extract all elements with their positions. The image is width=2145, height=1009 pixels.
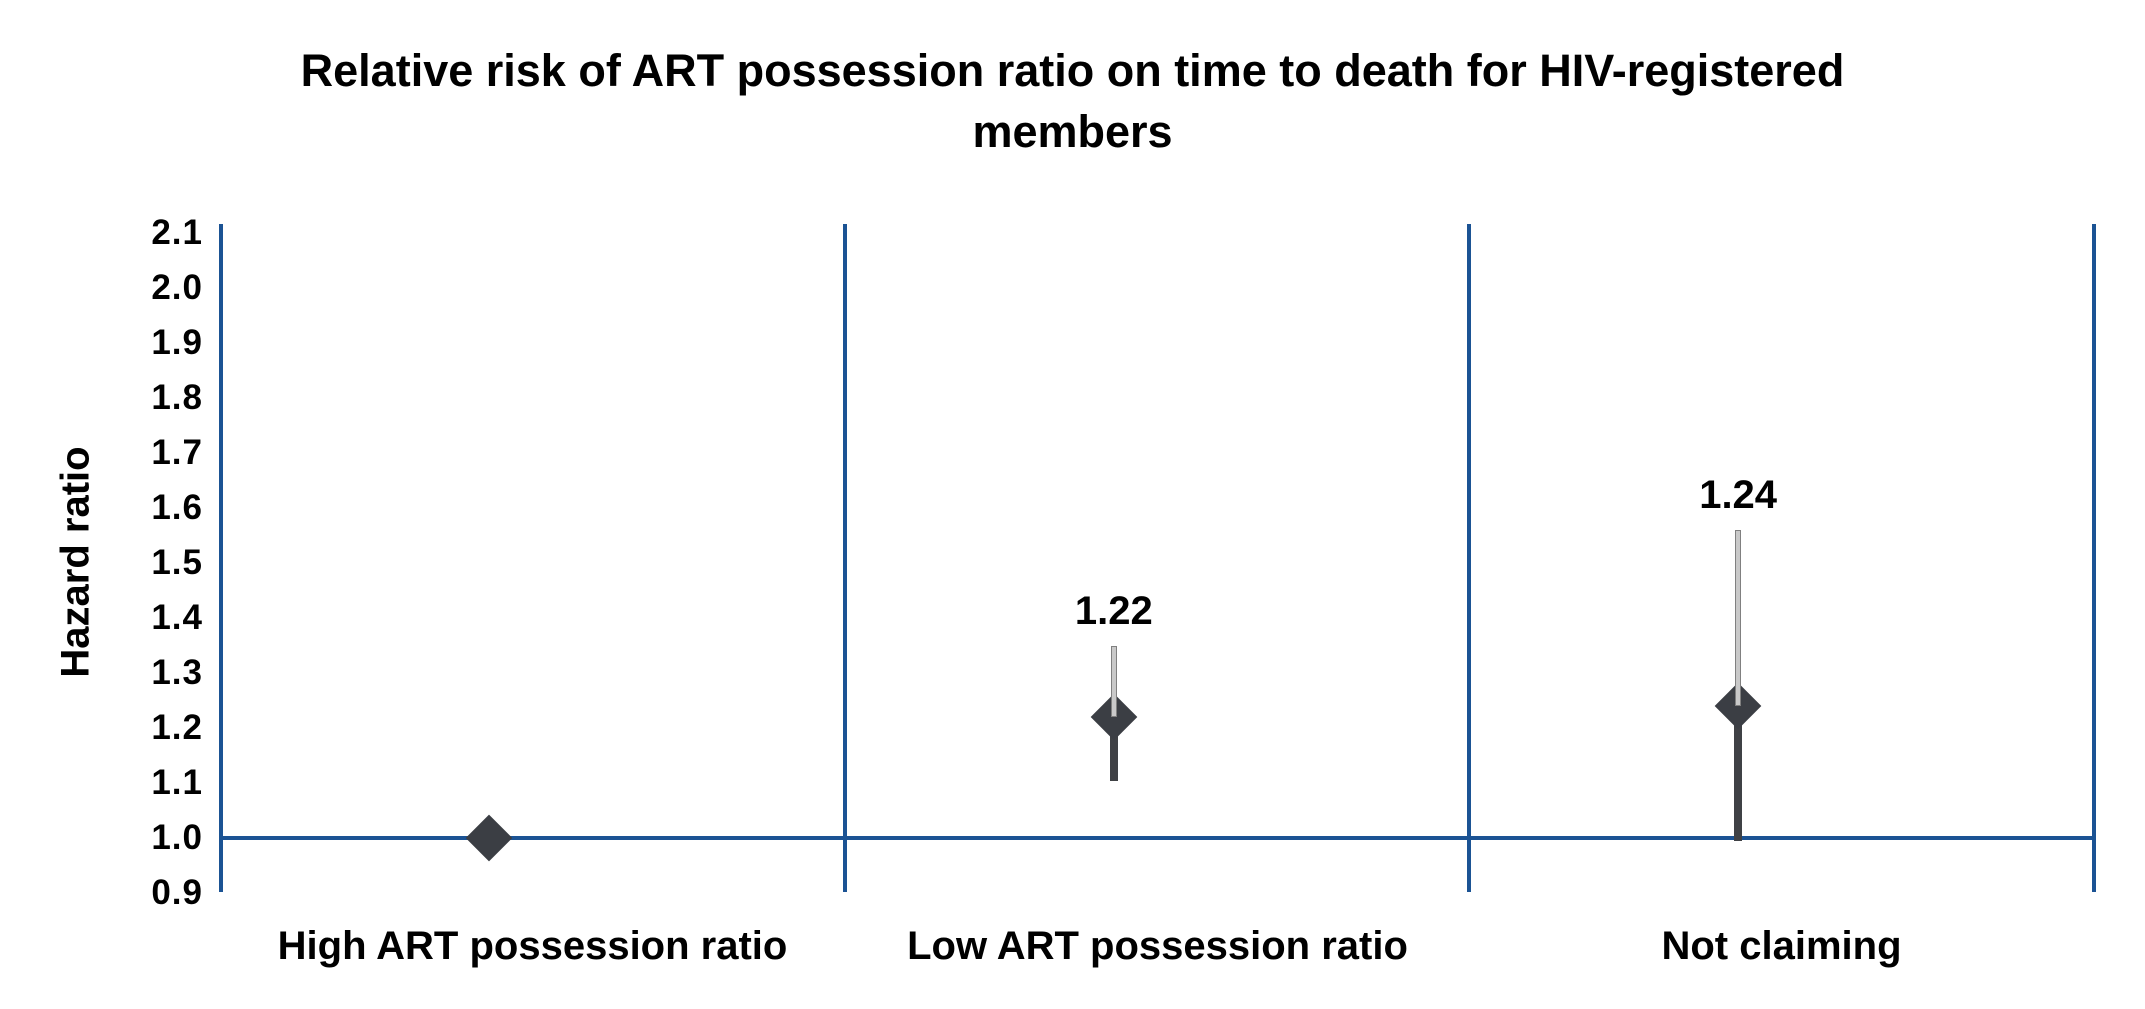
y-tick-label: 2.1 xyxy=(151,213,203,252)
panel-divider-1 xyxy=(843,224,847,892)
category-label-high-art: High ART possession ratio xyxy=(277,924,788,968)
y-tick-label: 1.1 xyxy=(151,763,203,802)
y-tick-label: 1.7 xyxy=(151,433,203,472)
y-tick-label: 0.9 xyxy=(151,873,203,912)
y-tick-label: 1.9 xyxy=(151,323,203,362)
y-tick-label: 1.4 xyxy=(151,598,203,637)
y-tick-label: 1.8 xyxy=(151,378,203,417)
y-axis-title: Hazard ratio xyxy=(53,446,98,678)
chart-title-line-1: Relative risk of ART possession ratio on… xyxy=(300,45,1845,96)
reference-line-1_0 xyxy=(221,836,2094,840)
ci-lower-whisker xyxy=(1109,717,1118,781)
ci-upper-whisker xyxy=(1735,530,1742,706)
category-label-low-art: Low ART possession ratio xyxy=(907,924,1408,968)
data-point-value-label: 1.24 xyxy=(1699,473,1778,517)
y-tick-label: 2.0 xyxy=(151,268,203,307)
data-point-diamond xyxy=(466,814,513,862)
chart-title-line-2: members xyxy=(972,106,1173,157)
ci-upper-whisker xyxy=(1110,645,1117,717)
data-point-value-label: 1.22 xyxy=(1074,588,1153,633)
y-tick-label: 1.3 xyxy=(151,653,203,692)
y-tick-label: 1.6 xyxy=(151,488,203,527)
y-axis-line xyxy=(219,224,223,892)
category-label-not-claiming: Not claiming xyxy=(1661,924,1902,968)
y-tick-label: 1.2 xyxy=(151,708,203,747)
plot-right-border xyxy=(2092,224,2096,892)
chart-title: Relative risk of ART possession ratio on… xyxy=(0,40,2145,162)
ci-lower-whisker xyxy=(1734,706,1743,841)
y-tick-label: 1.0 xyxy=(151,818,203,857)
panel-divider-2 xyxy=(1467,224,1471,892)
y-tick-label: 1.5 xyxy=(151,543,203,582)
